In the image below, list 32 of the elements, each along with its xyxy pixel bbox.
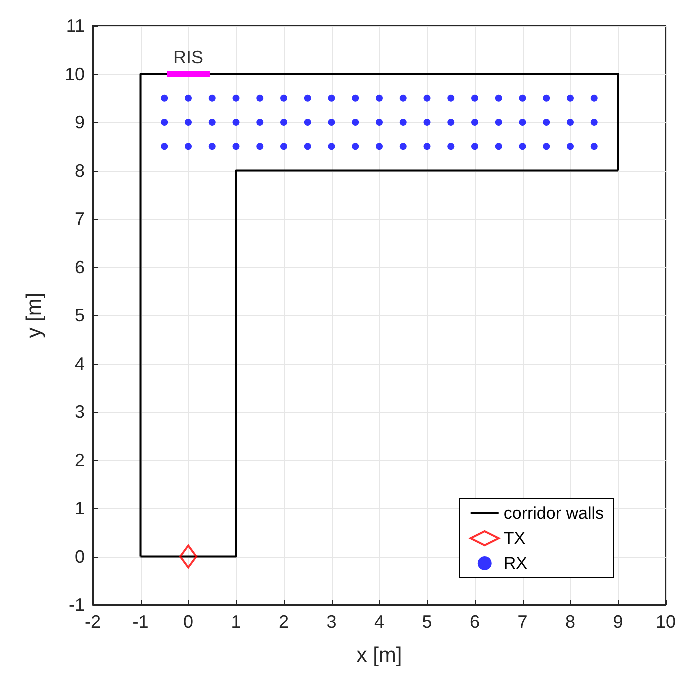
x-tick-label: 2 bbox=[278, 612, 290, 632]
y-tick-label: 1 bbox=[74, 498, 85, 518]
legend-label: TX bbox=[504, 529, 526, 548]
x-tick-label: 9 bbox=[613, 612, 624, 632]
y-tick-label: 11 bbox=[66, 16, 85, 36]
y-tick-label: 5 bbox=[74, 306, 85, 326]
x-tick-label: 4 bbox=[374, 612, 385, 632]
x-axis-title: x [m] bbox=[356, 644, 402, 667]
y-tick-label: 10 bbox=[64, 64, 85, 84]
x-tick-label: 10 bbox=[656, 612, 676, 632]
y-tick-label: 0 bbox=[74, 546, 85, 567]
y-tick-label: 4 bbox=[74, 354, 85, 374]
x-tick-label: 1 bbox=[231, 612, 242, 632]
x-tick-label: 8 bbox=[565, 612, 576, 632]
y-tick-label: -1 bbox=[68, 595, 85, 615]
x-tick-label: -2 bbox=[84, 612, 102, 632]
x-tick-label: 3 bbox=[326, 612, 337, 632]
x-tick-label: 5 bbox=[422, 612, 432, 632]
legend-label: corridor walls bbox=[504, 504, 604, 523]
x-tick-label: -1 bbox=[132, 612, 149, 632]
y-tick-label: 6 bbox=[74, 257, 85, 278]
y-tick-label: 9 bbox=[74, 112, 85, 132]
y-tick-label: 3 bbox=[74, 402, 85, 422]
y-tick-label: 7 bbox=[74, 209, 85, 229]
x-tick-label: 7 bbox=[518, 612, 528, 632]
legend-label: RX bbox=[504, 554, 528, 573]
x-tick-label: 6 bbox=[470, 612, 480, 632]
x-tick-label: 0 bbox=[183, 612, 194, 632]
annotation: RIS bbox=[173, 47, 204, 68]
y-tick-label: 8 bbox=[74, 160, 85, 181]
y-axis-title: y [m] bbox=[23, 292, 46, 338]
y-tick-label: 2 bbox=[74, 450, 85, 470]
